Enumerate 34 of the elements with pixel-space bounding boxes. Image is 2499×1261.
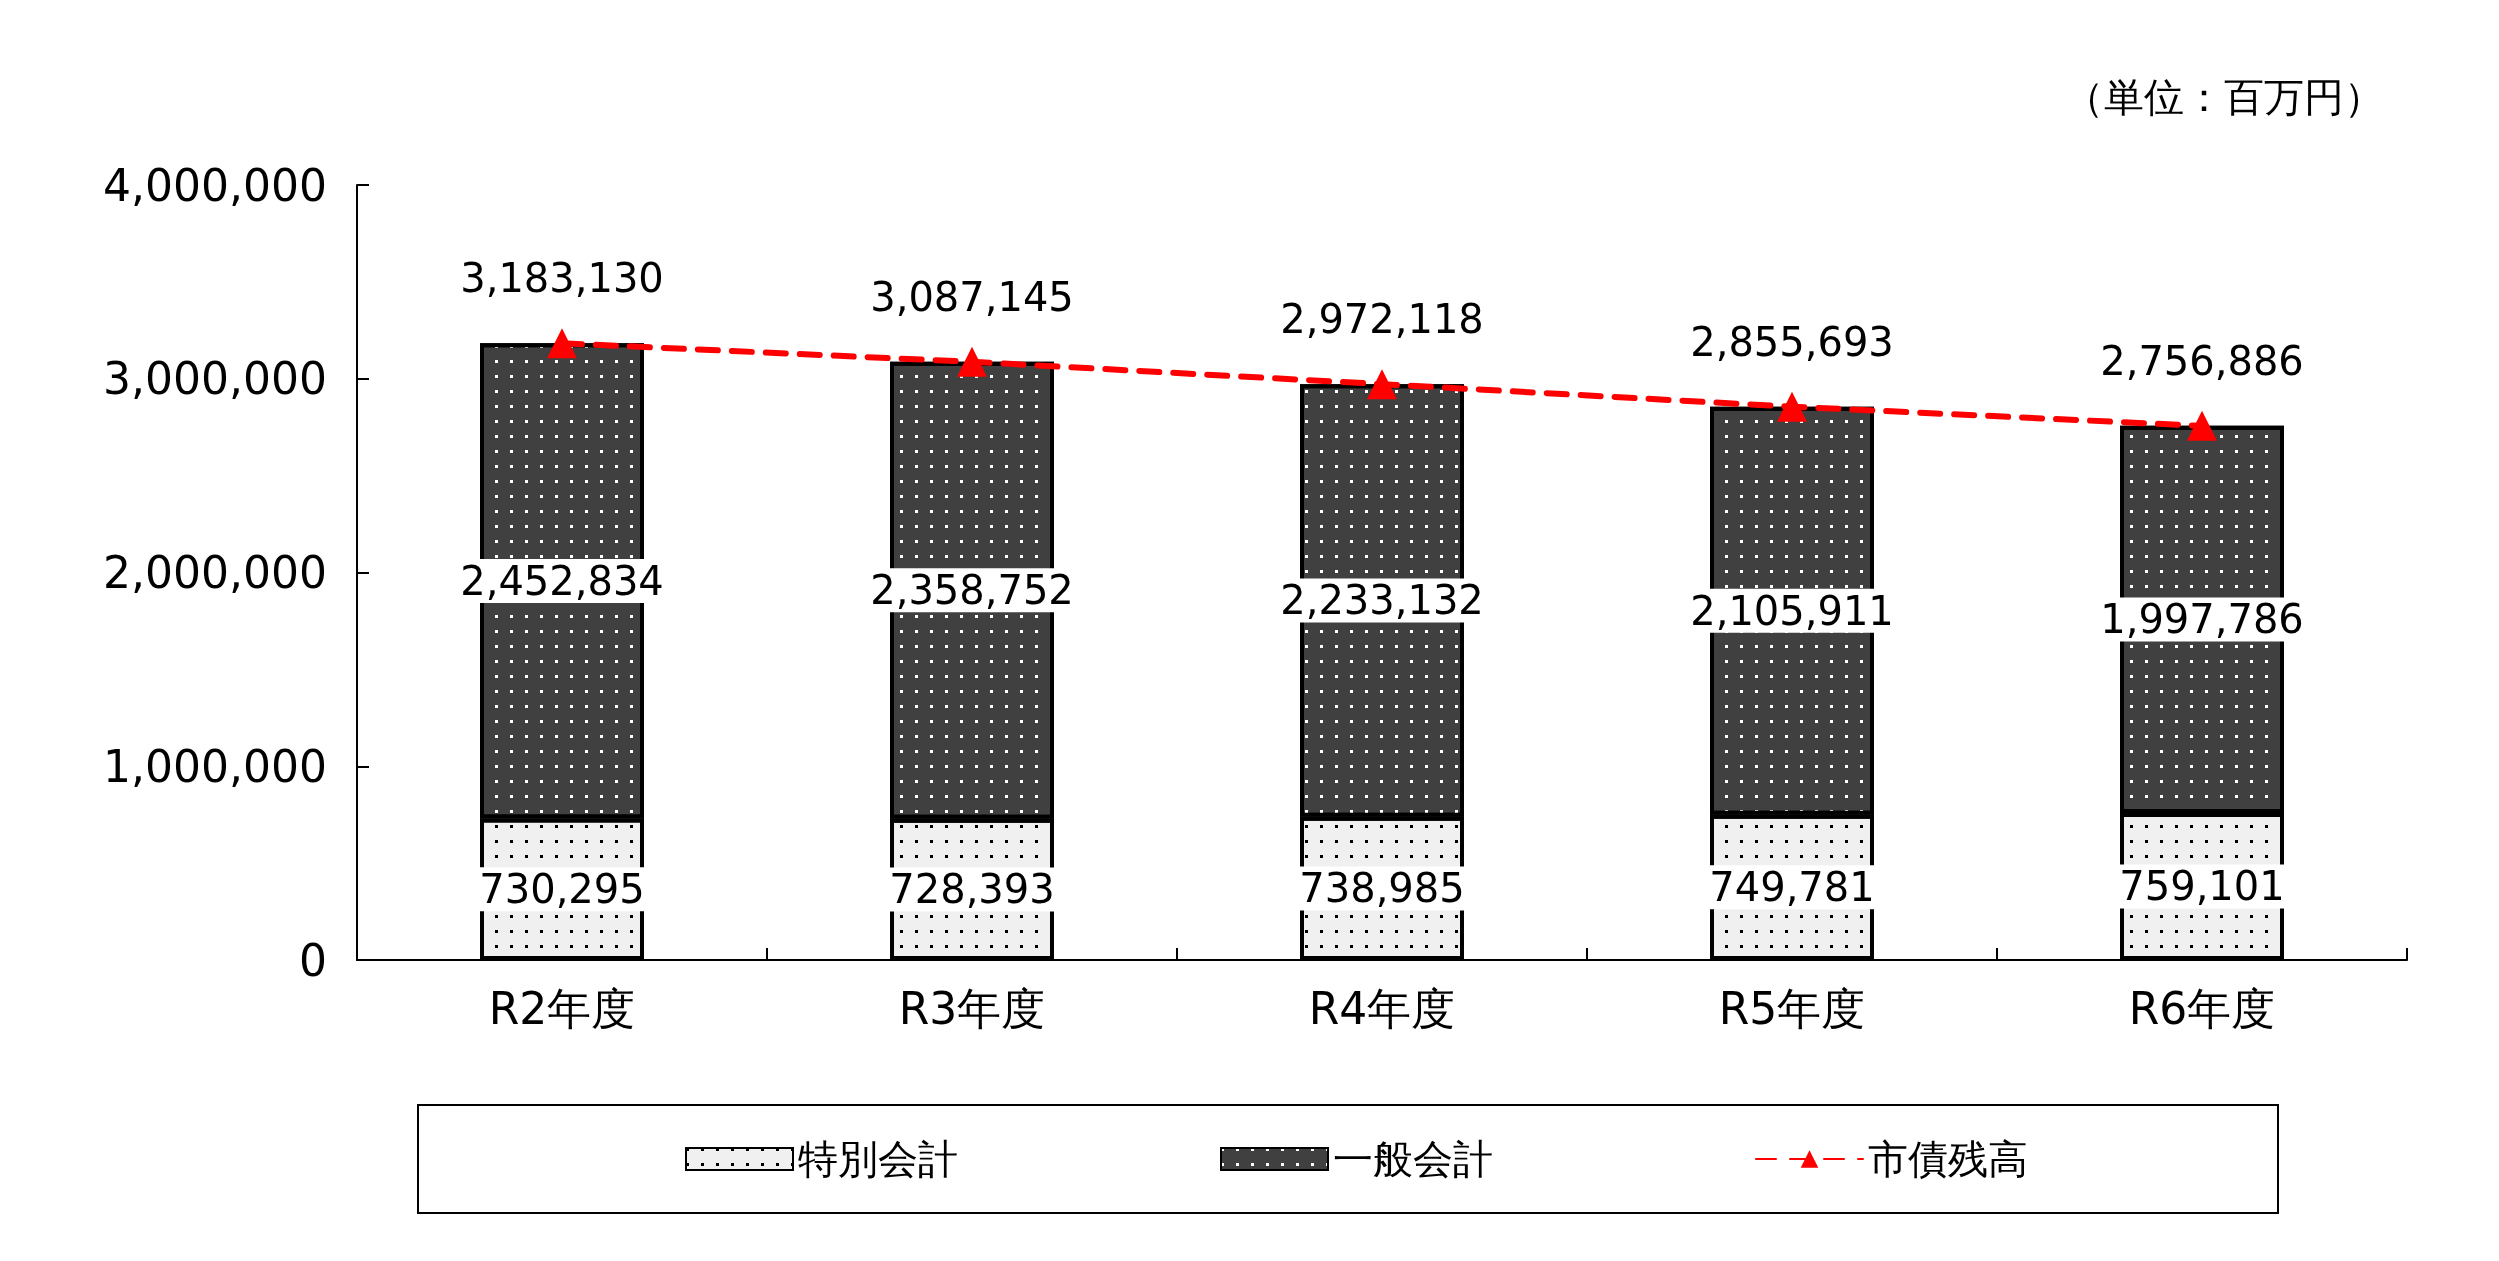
data-label: 2,756,886 xyxy=(2100,337,2304,384)
legend-label: 一般会計 xyxy=(1333,1136,1493,1182)
data-label: 2,233,132 xyxy=(1280,577,1484,624)
legend-label: 市債残高 xyxy=(1868,1136,2028,1182)
point xyxy=(957,346,987,377)
point xyxy=(1367,369,1397,400)
y-tick-label: 2,000,000 xyxy=(103,547,327,598)
data-label: 2,855,693 xyxy=(1690,318,1894,365)
data-label: 730,295 xyxy=(479,866,645,913)
data-label: 749,781 xyxy=(1709,864,1875,911)
data-label: 2,358,752 xyxy=(870,567,1074,614)
data-label: 3,183,130 xyxy=(460,255,664,302)
y-tick-label: 0 xyxy=(299,934,327,986)
y-tick-label: 4,000,000 xyxy=(103,159,327,211)
data-label: 738,985 xyxy=(1299,865,1465,912)
x-tick-label: R2年度 xyxy=(488,982,636,1034)
x-tick-label: R5年度 xyxy=(1718,982,1866,1034)
data-label: 2,105,911 xyxy=(1690,587,1894,634)
data-label: 3,087,145 xyxy=(870,273,1074,320)
data-label: 728,393 xyxy=(889,866,1055,913)
data-label: 759,101 xyxy=(2119,863,2285,910)
x-tick-label: R3年度 xyxy=(898,982,1046,1034)
y-tick-label: 3,000,000 xyxy=(103,353,327,405)
text: （単位：百万円） xyxy=(2064,74,2384,120)
data-label: 2,452,834 xyxy=(460,557,664,604)
legend-label: 特別会計 xyxy=(798,1136,958,1182)
x-tick-label: R6年度 xyxy=(2128,982,2276,1034)
y-tick-label: 1,000,000 xyxy=(103,740,327,792)
data-label: 2,972,118 xyxy=(1280,296,1484,343)
point xyxy=(2187,410,2217,441)
point xyxy=(547,328,577,359)
x-tick-label: R4年度 xyxy=(1308,982,1456,1034)
data-label: 1,997,786 xyxy=(2100,596,2304,643)
point xyxy=(1777,391,1807,422)
